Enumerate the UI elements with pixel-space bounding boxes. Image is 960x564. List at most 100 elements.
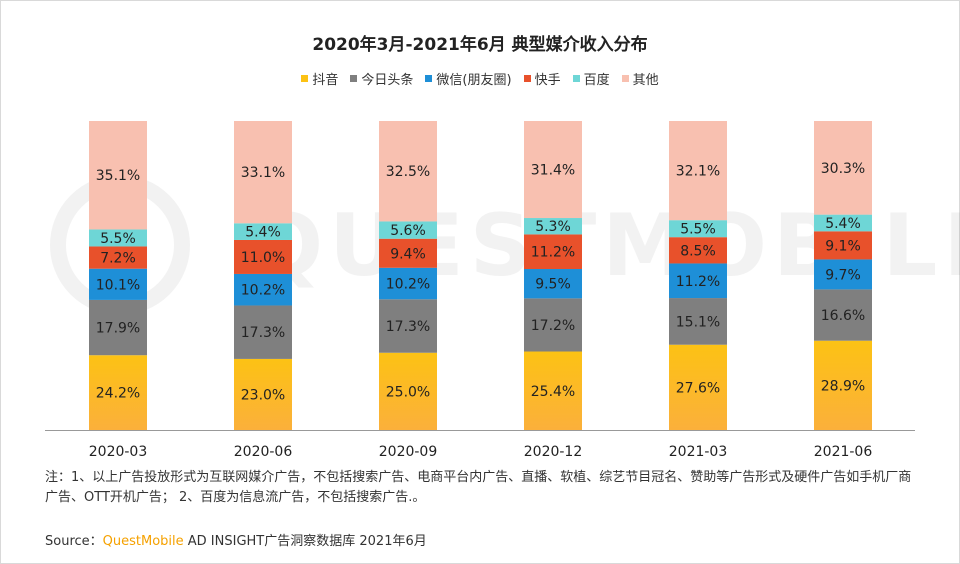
legend-label: 微信(朋友圈) — [436, 73, 512, 88]
legend-swatch — [301, 75, 309, 82]
x-tick-label: 2021-03 — [669, 444, 728, 460]
bar-segment — [524, 298, 582, 352]
legend-label: 今日头条 — [361, 73, 414, 88]
legend-label: 抖音 — [312, 73, 339, 88]
footnote: 注：1、以上广告投放形式为互联网媒介广告，不包括搜索广告、电商平台内广告、直播、… — [45, 470, 912, 505]
data-label: 5.4% — [245, 225, 281, 241]
bar-segment — [234, 121, 292, 224]
legend-swatch — [572, 75, 580, 82]
data-label: 32.5% — [386, 164, 430, 180]
bar-segment — [379, 121, 437, 222]
legend-item: 快手 — [523, 69, 561, 88]
data-label: 5.5% — [100, 231, 136, 247]
data-label: 10.2% — [386, 277, 430, 293]
bar-segment — [234, 239, 292, 274]
data-label: 35.1% — [96, 168, 140, 184]
data-label: 15.1% — [676, 314, 720, 330]
bar-segment — [89, 121, 147, 230]
bar-segment — [669, 237, 727, 264]
bar-segment — [669, 220, 727, 238]
legend-swatch — [425, 75, 433, 82]
chart-title: 2020年3月-2021年6月 典型媒介收入分布 — [312, 35, 648, 55]
data-label: 16.6% — [821, 308, 865, 324]
bar-segment — [234, 305, 292, 359]
chart-legend: 抖音 今日头条 微信(朋友圈) 快手 百度 其他 — [0, 69, 960, 88]
data-label: 10.1% — [96, 277, 140, 293]
bar-segment — [89, 246, 147, 269]
x-tick-label: 2020-03 — [89, 444, 148, 460]
data-label: 32.1% — [676, 164, 720, 180]
data-label: 24.2% — [96, 386, 140, 402]
bar-segment — [524, 218, 582, 235]
data-label: 5.5% — [680, 222, 716, 238]
data-label: 30.3% — [821, 161, 865, 177]
x-tick-label: 2020-06 — [234, 444, 293, 460]
data-label: 9.4% — [390, 246, 426, 262]
data-label: 5.6% — [390, 223, 426, 239]
bar-segment — [814, 231, 872, 260]
bar-segment — [814, 340, 872, 430]
data-label: 5.4% — [825, 216, 861, 232]
bar-segment — [89, 355, 147, 430]
x-tick-label: 2021-06 — [814, 444, 873, 460]
legend-item: 百度 — [572, 69, 610, 88]
legend-swatch — [621, 75, 629, 82]
source-brand: QuestMobile — [102, 534, 184, 549]
legend-swatch — [350, 75, 358, 82]
data-label: 31.4% — [531, 163, 575, 179]
bar-segment — [379, 299, 437, 353]
bar-segment — [669, 298, 727, 345]
data-label: 7.2% — [100, 251, 136, 267]
data-label: 23.0% — [241, 387, 285, 403]
bar-segment — [234, 358, 292, 430]
data-label: 9.7% — [825, 267, 861, 283]
source-suffix: AD INSIGHT广告洞察数据库 2021年6月 — [183, 534, 427, 549]
data-label: 8.5% — [680, 243, 716, 259]
bar-segment — [89, 299, 147, 356]
bar-segment — [379, 238, 437, 268]
legend-item: 其他 — [621, 69, 659, 88]
bar-segment — [669, 121, 727, 221]
bar-segment — [379, 221, 437, 239]
legend-label: 百度 — [583, 73, 610, 88]
data-label: 17.3% — [386, 319, 430, 335]
data-label: 25.4% — [531, 384, 575, 400]
data-label: 17.9% — [96, 321, 140, 337]
data-label: 11.2% — [531, 245, 575, 261]
data-label: 25.0% — [386, 384, 430, 400]
bar-segment — [524, 121, 582, 219]
data-label: 33.1% — [241, 165, 285, 181]
legend-item: 抖音 — [301, 69, 338, 88]
bar-segment — [669, 263, 727, 299]
bar-segment — [89, 229, 147, 247]
bar-segment — [669, 344, 727, 430]
data-label: 9.5% — [535, 277, 571, 293]
bar-segment — [814, 289, 872, 341]
data-label: 28.9% — [821, 378, 865, 394]
data-label: 9.1% — [825, 238, 861, 254]
data-label: 17.3% — [241, 325, 285, 341]
data-label: 10.2% — [241, 283, 285, 299]
legend-item: 今日头条 — [350, 69, 413, 88]
bar-segment — [89, 268, 147, 300]
legend-label: 快手 — [534, 73, 561, 88]
bar-segment — [524, 234, 582, 270]
data-label: 11.2% — [676, 274, 720, 290]
bar-segment — [524, 269, 582, 299]
bar-segment — [814, 121, 872, 215]
bar-segment — [379, 267, 437, 300]
legend-label: 其他 — [632, 73, 659, 88]
bar-segment — [524, 351, 582, 430]
data-label: 5.3% — [535, 219, 571, 235]
bar-segment — [234, 223, 292, 240]
data-label: 11.0% — [241, 250, 285, 266]
data-label: 27.6% — [676, 380, 720, 396]
x-tick-label: 2020-09 — [379, 444, 438, 460]
bar-segment — [814, 214, 872, 232]
bar-segment — [814, 259, 872, 290]
bar-segment — [234, 273, 292, 306]
legend-item: 微信(朋友圈) — [425, 69, 512, 88]
x-tick-label: 2020-12 — [524, 444, 583, 460]
bar-segment — [379, 352, 437, 430]
